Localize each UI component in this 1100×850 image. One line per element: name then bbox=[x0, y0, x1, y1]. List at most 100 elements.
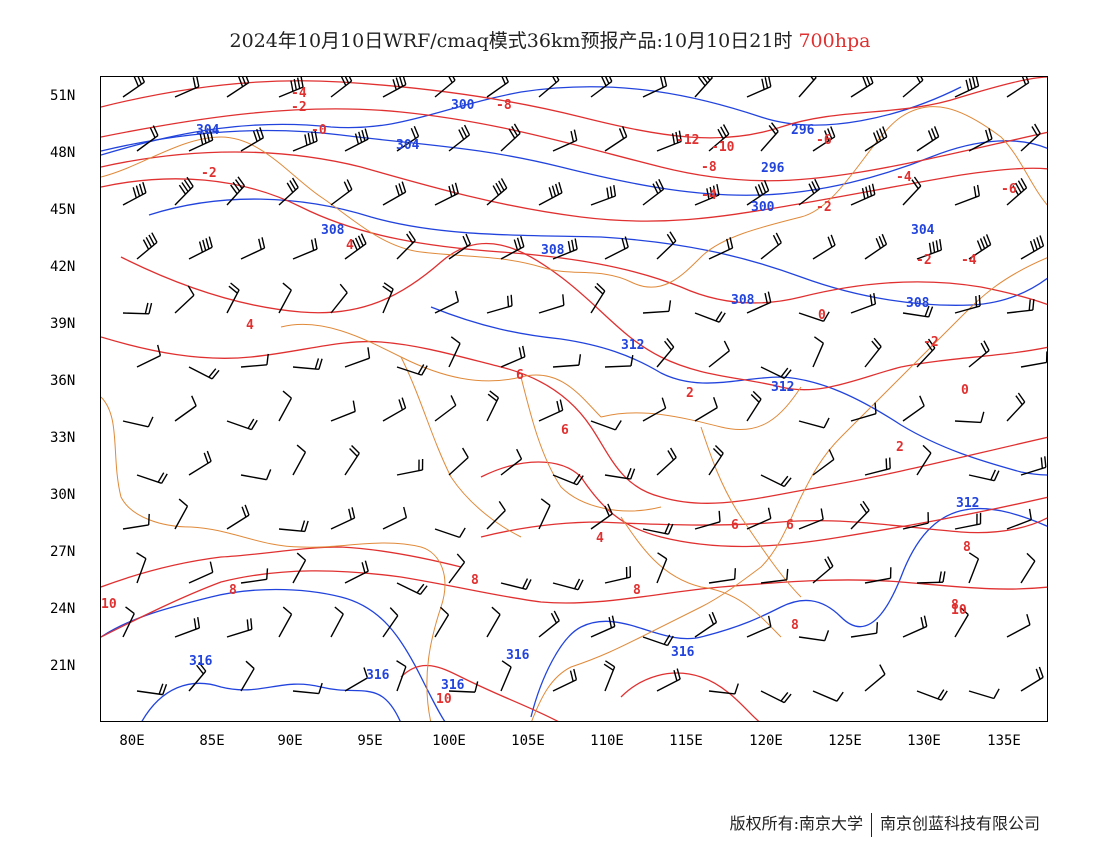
wind-barb-shaft bbox=[1006, 624, 1031, 638]
wind-barb-shaft bbox=[604, 365, 632, 368]
wind-barb-feather bbox=[314, 358, 320, 370]
wind-barb-shaft bbox=[188, 460, 212, 476]
wind-barb-feather bbox=[861, 188, 866, 200]
wind-barb-shaft bbox=[798, 77, 817, 98]
wind-barb-feather bbox=[358, 131, 363, 143]
wind-barb-feather bbox=[608, 77, 613, 82]
wind-barb-feather bbox=[550, 612, 558, 624]
wind-barb-feather bbox=[556, 400, 561, 412]
wind-barb-feather bbox=[162, 684, 168, 695]
wind-barb-feather bbox=[408, 230, 416, 241]
wind-barb-shaft bbox=[486, 614, 501, 638]
wind-barb-feather bbox=[161, 473, 168, 484]
wind-barb-feather bbox=[873, 337, 882, 348]
geopotential-label: 316 bbox=[366, 668, 390, 683]
wind-barb-shaft bbox=[746, 517, 772, 530]
wind-barb-feather bbox=[266, 353, 269, 365]
wind-barb-shaft bbox=[538, 505, 551, 530]
wind-barb-feather bbox=[398, 399, 404, 411]
wind-barb-shaft bbox=[486, 510, 506, 530]
wind-barb-feather bbox=[246, 619, 250, 631]
isotherm-label: 10 bbox=[436, 692, 452, 707]
wind-barb-shaft bbox=[590, 420, 616, 431]
wind-barb-shaft bbox=[642, 188, 665, 206]
wind-barb-feather bbox=[1015, 182, 1022, 194]
wind-barb-feather bbox=[771, 122, 779, 132]
wind-barb-shaft bbox=[916, 347, 936, 368]
wind-barb-shaft bbox=[916, 581, 944, 584]
wind-barb-feather bbox=[573, 578, 581, 590]
wind-barb-feather bbox=[125, 606, 135, 615]
wind-barb-feather bbox=[767, 291, 772, 303]
wind-barb-shaft bbox=[486, 81, 509, 98]
wind-barb-shaft bbox=[694, 621, 717, 638]
wind-barb-feather bbox=[975, 77, 980, 87]
wind-barb-feather bbox=[498, 180, 505, 191]
wind-barb-feather bbox=[920, 77, 924, 81]
wind-barb-feather bbox=[245, 660, 255, 670]
geopotential-contour bbox=[101, 129, 1047, 196]
wind-barb-feather bbox=[367, 347, 371, 359]
wind-barb-shaft bbox=[136, 241, 158, 260]
wind-barb-feather bbox=[1012, 185, 1019, 196]
wind-barb-shaft bbox=[486, 397, 500, 422]
geopotential-label: 312 bbox=[621, 338, 644, 353]
wind-barb-shaft bbox=[448, 456, 469, 476]
wind-barb-feather bbox=[621, 126, 628, 137]
wind-barb-feather bbox=[205, 238, 210, 250]
wind-barb-feather bbox=[505, 77, 509, 83]
province-border bbox=[400, 356, 522, 538]
wind-barb-feather bbox=[148, 302, 153, 314]
wind-barb-shaft bbox=[954, 523, 981, 530]
copyright-company: 南京创蓝科技有限公司 bbox=[879, 814, 1040, 833]
wind-barb-feather bbox=[410, 128, 417, 139]
wind-barb-shaft bbox=[136, 354, 161, 368]
isotherm-contour bbox=[101, 178, 1047, 305]
wind-barb-feather bbox=[339, 283, 348, 294]
country-border bbox=[101, 106, 1047, 288]
wind-barb-feather bbox=[498, 500, 506, 511]
wind-barb-feather bbox=[193, 618, 197, 630]
wind-barb-feather bbox=[767, 615, 772, 627]
wind-barb-shaft bbox=[708, 350, 730, 368]
wind-barb-shaft bbox=[174, 185, 194, 206]
wind-barb-feather bbox=[510, 294, 513, 306]
country-border bbox=[101, 396, 446, 721]
wind-barb-feather bbox=[506, 295, 510, 307]
wind-barb-feather bbox=[421, 365, 428, 376]
isotherm-contour bbox=[101, 151, 1047, 222]
wind-barb-feather bbox=[836, 691, 844, 702]
wind-barb-feather bbox=[767, 507, 772, 519]
wind-barb-feather bbox=[199, 133, 204, 145]
wind-barb-feather bbox=[399, 77, 404, 87]
wind-barb-feather bbox=[354, 133, 360, 145]
wind-barb-shaft bbox=[708, 690, 735, 695]
wind-barb-feather bbox=[980, 342, 987, 354]
wind-barb-feather bbox=[416, 583, 425, 594]
geopotential-label: 316 bbox=[189, 654, 213, 669]
wind-barb-shaft bbox=[902, 312, 929, 318]
wind-barb-shaft bbox=[746, 398, 762, 422]
isotherm-label: 0 bbox=[818, 308, 826, 323]
isotherm-label: -2 bbox=[201, 166, 217, 181]
wind-barb-shaft bbox=[656, 140, 682, 152]
wind-barb-shaft bbox=[278, 86, 304, 98]
wind-barb-feather bbox=[461, 127, 468, 138]
wind-barb-feather bbox=[666, 338, 675, 348]
wind-barb-feather bbox=[282, 282, 292, 291]
wind-barb-shaft bbox=[174, 627, 200, 638]
wind-barbs bbox=[122, 77, 1047, 704]
wind-barb-shaft bbox=[760, 366, 785, 380]
wind-barb-shaft bbox=[396, 469, 423, 476]
wind-barb-feather bbox=[183, 179, 192, 190]
wind-barb-shaft bbox=[552, 248, 578, 260]
wind-barb-shaft bbox=[136, 690, 163, 696]
wind-barb-feather bbox=[230, 282, 240, 291]
wind-barb-feather bbox=[577, 579, 584, 590]
wind-barb-feather bbox=[968, 78, 973, 90]
wind-barb-feather bbox=[1034, 123, 1041, 134]
wind-barb-feather bbox=[913, 176, 922, 187]
wind-barb-shaft bbox=[396, 240, 416, 260]
wind-barb-shaft bbox=[226, 514, 250, 530]
wind-barb-shaft bbox=[1006, 401, 1026, 422]
